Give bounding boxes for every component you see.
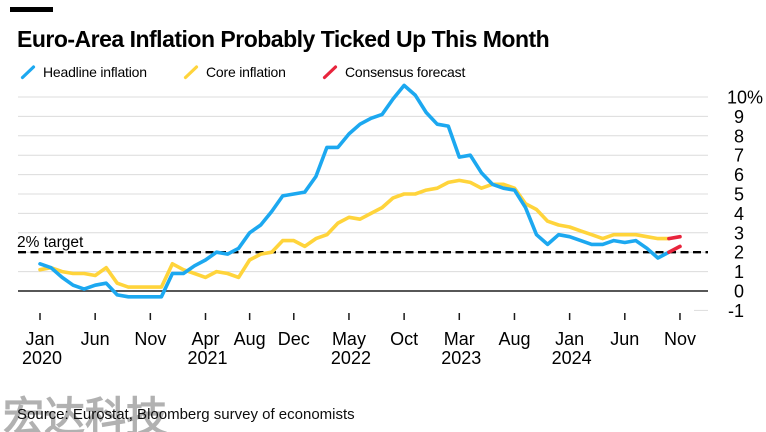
y-axis-label-0: 0 [734, 282, 744, 302]
x-year-label-2022: 2022 [331, 348, 371, 368]
legend-label-headline: Headline inflation [43, 64, 147, 80]
y-axis-label-4: 4 [734, 204, 744, 224]
x-tick-label-May: May [332, 329, 366, 349]
y-axis-label-5: 5 [734, 185, 744, 205]
x-tick-label-Oct: Oct [390, 329, 418, 349]
kicker-bar [10, 7, 53, 12]
watermark: 宏达科技 [3, 394, 167, 432]
y-axis-label-3: 3 [734, 223, 744, 243]
x-year-label-2020: 2020 [22, 348, 62, 368]
forecast-line-icon [322, 64, 338, 79]
y-axis-label-8: 8 [734, 126, 744, 146]
legend-item-forecast: Consensus forecast [322, 61, 465, 83]
target-label: 2% target [17, 234, 84, 251]
x-tick-label-Jun: Jun [610, 329, 639, 349]
x-tick-label-Apr: Apr [192, 329, 220, 349]
y-axis-label-9: 9 [734, 107, 744, 127]
headline-line-icon [20, 64, 36, 79]
y-axis-label-7: 7 [734, 146, 744, 166]
y-axis-label--1: -1 [728, 301, 744, 321]
y-axis-label-2: 2 [734, 243, 744, 263]
x-tick-label-Aug: Aug [234, 329, 266, 349]
legend-label-forecast: Consensus forecast [345, 64, 466, 80]
source-note: Source: Eurostat, Bloomberg survey of ec… [17, 406, 355, 423]
forecast-line-core [667, 234, 682, 241]
x-year-label-2024: 2024 [552, 348, 592, 368]
core-line-icon [183, 64, 199, 79]
x-tick-label-Nov: Nov [664, 329, 696, 349]
x-tick-label-Jun: Jun [81, 329, 110, 349]
series-line-core [38, 178, 671, 289]
legend-item-headline: Headline inflation [20, 61, 147, 83]
x-tick-label-Mar: Mar [444, 329, 475, 349]
x-tick-label-Jan: Jan [555, 329, 584, 349]
legend-label-core: Core inflation [206, 64, 286, 80]
legend: Headline inflation Core inflation Consen… [0, 61, 766, 83]
y-axis-label-6: 6 [734, 165, 744, 185]
x-year-label-2021: 2021 [187, 348, 227, 368]
x-tick-label-Dec: Dec [278, 329, 310, 349]
forecast-line-headline [667, 244, 682, 254]
legend-item-core: Core inflation [183, 61, 286, 83]
x-tick-label-Nov: Nov [134, 329, 166, 349]
x-year-label-2023: 2023 [441, 348, 481, 368]
x-tick-label-Jan: Jan [25, 329, 54, 349]
x-tick-label-Aug: Aug [498, 329, 530, 349]
chart-title: Euro-Area Inflation Probably Ticked Up T… [17, 26, 550, 52]
y-axis-label-10: 10% [727, 88, 763, 108]
y-axis-label-1: 1 [734, 262, 744, 282]
series-line-headline [38, 83, 671, 299]
